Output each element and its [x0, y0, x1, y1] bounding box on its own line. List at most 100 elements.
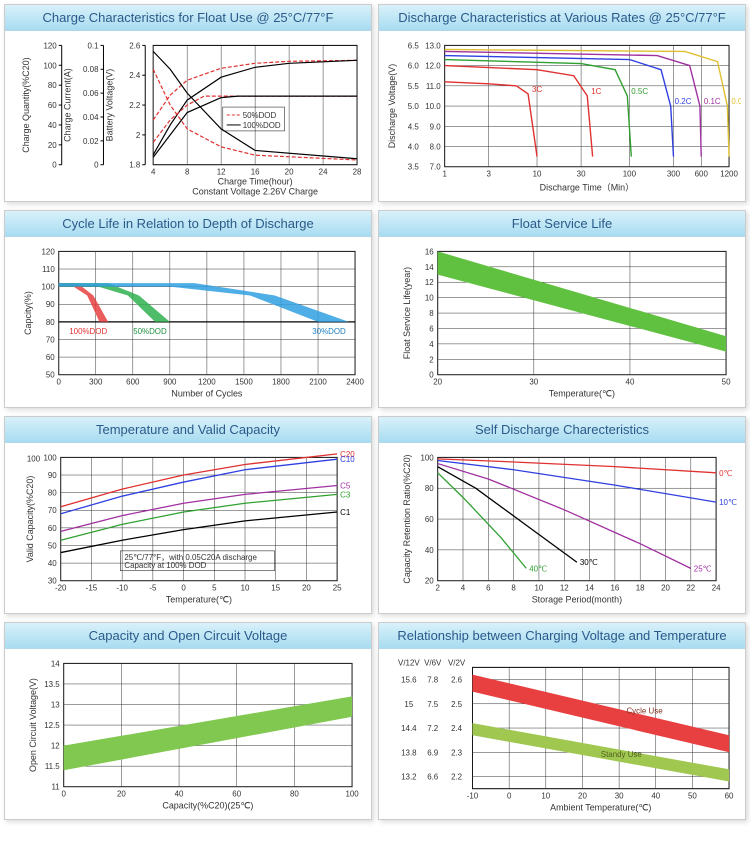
- svg-text:120: 120: [43, 41, 57, 50]
- svg-text:5: 5: [212, 584, 217, 593]
- svg-text:0: 0: [429, 371, 434, 380]
- svg-text:4.0: 4.0: [408, 142, 420, 151]
- svg-text:4: 4: [461, 584, 466, 593]
- svg-text:20: 20: [433, 378, 442, 387]
- svg-text:40℃: 40℃: [529, 564, 547, 573]
- svg-text:14: 14: [51, 659, 60, 668]
- svg-text:Constant Voltage 2.26V Charge: Constant Voltage 2.26V Charge: [192, 187, 318, 197]
- panel-body: -20-15-10-5051015202530405060708090100Te…: [5, 443, 371, 613]
- svg-text:2.4: 2.4: [451, 724, 463, 733]
- svg-text:7.8: 7.8: [427, 675, 439, 684]
- svg-text:100: 100: [345, 790, 359, 799]
- panel-title: Float Service Life: [379, 211, 745, 237]
- svg-text:40: 40: [175, 790, 184, 799]
- svg-text:Ambient Temperature(℃): Ambient Temperature(℃): [550, 803, 651, 813]
- svg-text:20: 20: [425, 577, 434, 586]
- panel-ocv: Capacity and Open Circuit Voltage0204060…: [4, 622, 372, 820]
- svg-text:8.0: 8.0: [430, 142, 442, 151]
- svg-text:0.02: 0.02: [83, 137, 99, 146]
- svg-text:-5: -5: [149, 584, 157, 593]
- svg-text:90: 90: [46, 300, 55, 309]
- svg-text:1800: 1800: [272, 378, 290, 387]
- svg-text:Capacity(%C20)(25℃): Capacity(%C20)(25℃): [162, 801, 253, 811]
- svg-text:3C: 3C: [532, 85, 542, 94]
- svg-text:0.05C: 0.05C: [731, 97, 741, 106]
- svg-text:50%DOD: 50%DOD: [133, 327, 167, 336]
- svg-text:6.5: 6.5: [408, 41, 420, 50]
- svg-text:V/2V: V/2V: [448, 658, 466, 667]
- svg-text:0℃: 0℃: [719, 469, 732, 478]
- svg-text:30: 30: [48, 577, 57, 586]
- svg-text:0: 0: [181, 584, 186, 593]
- svg-text:80: 80: [425, 484, 434, 493]
- svg-text:15: 15: [271, 584, 280, 593]
- svg-text:Number of Cycles: Number of Cycles: [171, 389, 243, 399]
- svg-text:100: 100: [420, 453, 434, 462]
- svg-text:12: 12: [217, 168, 226, 177]
- svg-text:60: 60: [725, 792, 734, 801]
- svg-text:10: 10: [535, 584, 544, 593]
- panel-title: Temperature and Valid Capacity: [5, 417, 371, 443]
- svg-text:6.0: 6.0: [408, 62, 420, 71]
- svg-text:Storage Period(month): Storage Period(month): [532, 595, 622, 605]
- chart-svg: 0300600900120015001800210024005060708090…: [9, 243, 367, 403]
- svg-text:16: 16: [425, 247, 434, 256]
- svg-text:16: 16: [251, 168, 260, 177]
- svg-text:4.5: 4.5: [408, 122, 420, 131]
- series-0.5C: [445, 60, 632, 157]
- series-30C: [438, 467, 577, 563]
- svg-text:1.8: 1.8: [129, 161, 141, 170]
- svg-text:1500: 1500: [235, 378, 253, 387]
- band-100%DOD: [59, 283, 108, 322]
- series-1C: [445, 66, 593, 157]
- svg-text:30℃: 30℃: [580, 558, 598, 567]
- svg-text:600: 600: [126, 378, 140, 387]
- svg-text:Capcity(%): Capcity(%): [23, 291, 33, 335]
- svg-text:Cycle Use: Cycle Use: [626, 706, 663, 715]
- svg-text:0.1: 0.1: [87, 41, 99, 50]
- svg-text:7.5: 7.5: [427, 700, 439, 709]
- series-10C: [438, 460, 716, 502]
- svg-text:2.5: 2.5: [451, 700, 463, 709]
- svg-text:40: 40: [626, 378, 635, 387]
- svg-text:60: 60: [48, 101, 57, 110]
- svg-text:2: 2: [429, 355, 434, 364]
- chart-svg: -100102030405060V/2V2.22.32.42.52.6V/6V6…: [383, 655, 741, 815]
- svg-text:Float Service Life(year): Float Service Life(year): [402, 267, 412, 359]
- svg-text:Temperature(℃): Temperature(℃): [549, 389, 615, 399]
- svg-text:30%DOD: 30%DOD: [312, 327, 346, 336]
- svg-text:-20: -20: [55, 584, 67, 593]
- svg-text:25℃: 25℃: [694, 564, 712, 573]
- svg-text:5.0: 5.0: [408, 102, 420, 111]
- svg-text:80: 80: [290, 790, 299, 799]
- svg-text:2400: 2400: [346, 378, 364, 387]
- svg-text:40: 40: [48, 121, 57, 130]
- svg-text:Temperature(℃): Temperature(℃): [166, 595, 232, 605]
- panel-title: Discharge Characteristics at Various Rat…: [379, 5, 745, 31]
- svg-text:7.0: 7.0: [430, 163, 442, 172]
- svg-text:1C: 1C: [591, 87, 601, 96]
- svg-text:2.3: 2.3: [451, 748, 463, 757]
- panel-body: 2468101214161820222420406080100Storage P…: [379, 443, 745, 613]
- svg-text:Battery Voltage(V): Battery Voltage(V): [104, 69, 114, 142]
- svg-text:110: 110: [42, 265, 55, 274]
- chart-svg: -20-15-10-5051015202530405060708090100Te…: [9, 449, 367, 609]
- panel-temp_cap: Temperature and Valid Capacity-20-15-10-…: [4, 416, 372, 614]
- svg-text:1200: 1200: [198, 378, 216, 387]
- series-C10: [61, 459, 337, 514]
- svg-text:20: 20: [285, 168, 294, 177]
- svg-text:60: 60: [425, 515, 434, 524]
- svg-text:Capacity Retention Ratio(%C20): Capacity Retention Ratio(%C20): [402, 454, 412, 583]
- panel-body: 203040500246810121416Temperature(℃)Float…: [379, 237, 745, 407]
- panel-title: Capacity and Open Circuit Voltage: [5, 623, 371, 649]
- svg-text:100: 100: [27, 454, 41, 463]
- svg-text:3: 3: [487, 170, 492, 179]
- svg-text:12: 12: [425, 278, 434, 287]
- panel-charge_volt_temp: Relationship between Charging Voltage an…: [378, 622, 746, 820]
- svg-text:1200: 1200: [720, 170, 738, 179]
- svg-text:0: 0: [94, 161, 99, 170]
- panel-body: 020406080100120Charge Quantity(%C20)00.0…: [5, 31, 371, 201]
- series-40C: [438, 473, 527, 569]
- svg-text:100%DOD: 100%DOD: [69, 327, 107, 336]
- svg-text:50: 50: [48, 541, 57, 550]
